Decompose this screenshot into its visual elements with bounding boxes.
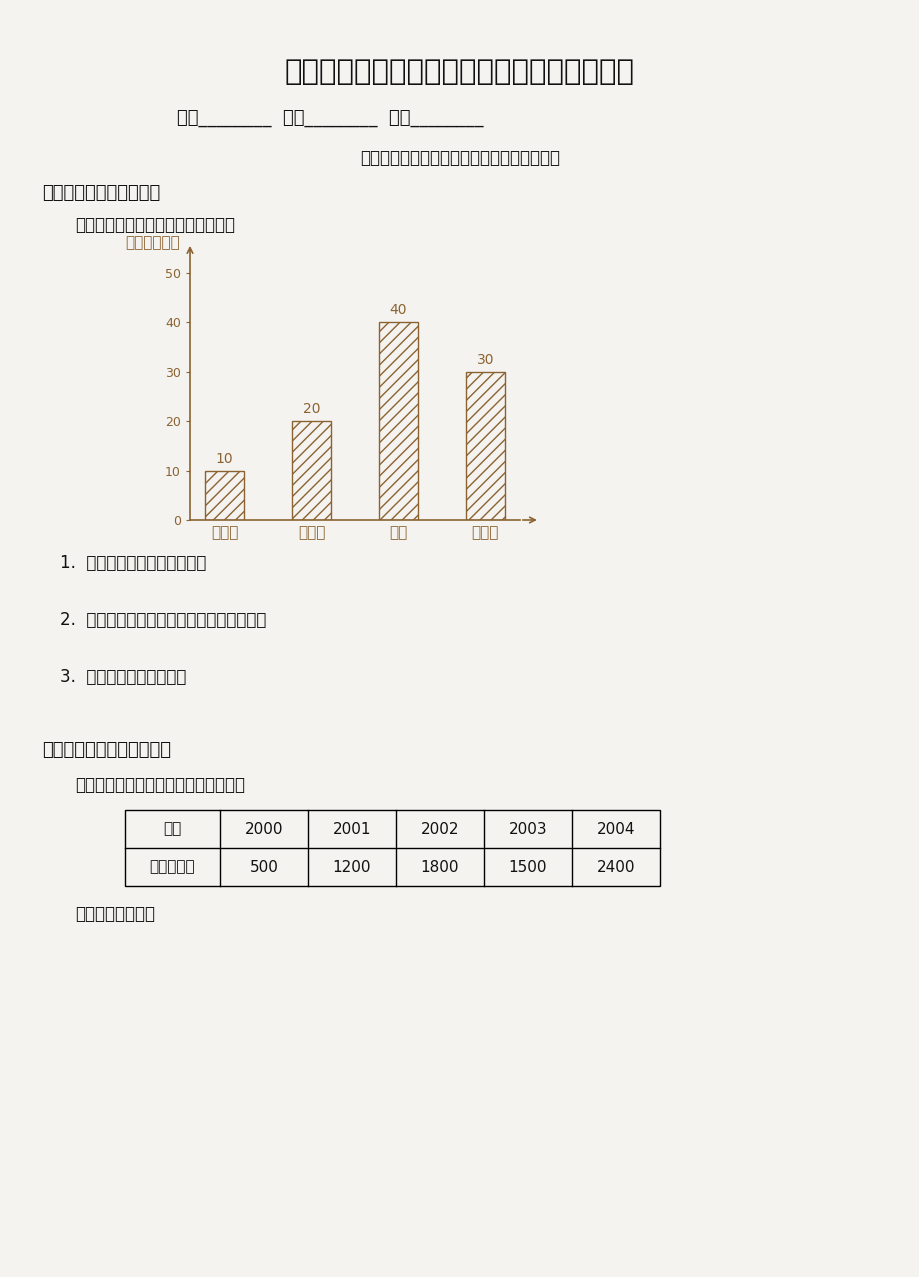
Text: 30: 30	[476, 352, 494, 366]
Bar	[125, 810, 659, 886]
Text: 数量（只）: 数量（只）	[150, 859, 195, 875]
Bar	[291, 421, 331, 520]
Text: 10: 10	[216, 452, 233, 466]
Text: 一个路口半小时内车辆通过如下图：: 一个路口半小时内车辆通过如下图：	[75, 216, 234, 234]
Bar	[205, 470, 244, 520]
Text: 2000: 2000	[244, 821, 283, 836]
Text: 二、根据统计表完成统计。: 二、根据统计表完成统计。	[42, 741, 171, 759]
Text: 2004: 2004	[596, 821, 634, 836]
Text: 班级________  姓名________  分数________: 班级________ 姓名________ 分数________	[176, 109, 482, 126]
Text: 2003: 2003	[508, 821, 547, 836]
Text: 年份: 年份	[164, 821, 181, 836]
Text: 1.  半小时内共通过多少辆车？: 1. 半小时内共通过多少辆车？	[60, 554, 206, 572]
Text: （单位：辆）: （单位：辆）	[125, 235, 180, 250]
Text: 3.  你还能提出哪些问题？: 3. 你还能提出哪些问题？	[60, 668, 187, 686]
Text: 2002: 2002	[420, 821, 459, 836]
Text: 40: 40	[390, 303, 407, 317]
Bar	[379, 322, 417, 520]
Bar	[465, 372, 505, 520]
Text: 1500: 1500	[508, 859, 547, 875]
Text: 某饲养场近五年里饲养家兔情况如下：: 某饲养场近五年里饲养家兔情况如下：	[75, 776, 244, 794]
Text: 500: 500	[249, 859, 278, 875]
Text: （人教新课标）四年级数学下册第七单元测试: （人教新课标）四年级数学下册第七单元测试	[285, 57, 634, 86]
Text: 制成折线统计图。: 制成折线统计图。	[75, 905, 154, 923]
Text: 1800: 1800	[420, 859, 459, 875]
Text: 一、根据统计图完成问题: 一、根据统计图完成问题	[42, 184, 160, 202]
Text: 2400: 2400	[596, 859, 634, 875]
Text: 2.  半小时内通过的货车比小汽车多多少辆？: 2. 半小时内通过的货车比小汽车多多少辆？	[60, 610, 267, 630]
Text: 教材基础知识针对性训练与基本能力巩固提高: 教材基础知识针对性训练与基本能力巩固提高	[359, 149, 560, 167]
Text: 20: 20	[302, 402, 320, 416]
Text: 2001: 2001	[333, 821, 371, 836]
Text: 1200: 1200	[333, 859, 371, 875]
